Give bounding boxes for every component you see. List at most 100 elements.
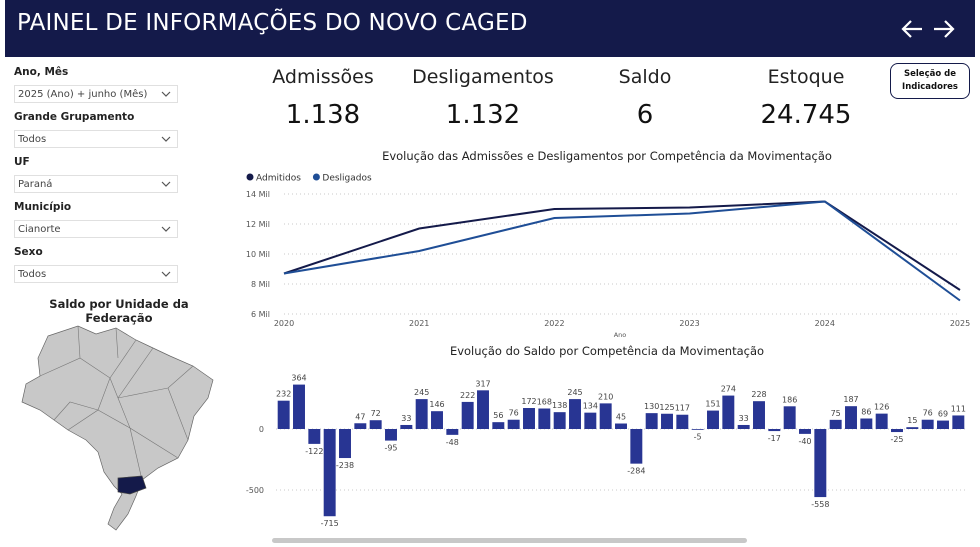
saldo-bar[interactable] bbox=[937, 420, 949, 429]
saldo-bar[interactable] bbox=[645, 413, 658, 429]
saldo-bar[interactable] bbox=[369, 420, 382, 429]
x-tick-label: 2020 bbox=[274, 319, 294, 328]
saldo-bar[interactable] bbox=[661, 413, 673, 429]
arrow-left-icon[interactable] bbox=[899, 14, 925, 44]
bar-data-label: 134 bbox=[583, 402, 598, 411]
bar-data-label: 232 bbox=[276, 390, 291, 399]
saldo-bar[interactable] bbox=[323, 429, 336, 517]
saldo-bar[interactable] bbox=[584, 412, 597, 429]
saldo-bar[interactable] bbox=[507, 419, 520, 429]
saldo-bar[interactable] bbox=[722, 395, 735, 429]
saldo-bar[interactable] bbox=[415, 399, 428, 429]
brazil-map[interactable] bbox=[18, 318, 218, 533]
kpi-value-desligamentos: 1.132 bbox=[445, 100, 521, 130]
line-chart[interactable]: Admitidos Desligados 6 Mil 8 Mil 10 Mil 12 Mi… bbox=[236, 166, 976, 344]
saldo-bar[interactable] bbox=[385, 429, 397, 441]
series-line-admitidos[interactable] bbox=[283, 200, 961, 291]
saldo-bar[interactable] bbox=[707, 410, 719, 429]
kpi-value-saldo: 6 bbox=[636, 100, 654, 130]
bar-data-label: 86 bbox=[861, 408, 871, 417]
bar-data-label: 245 bbox=[414, 388, 429, 397]
saldo-bar[interactable] bbox=[814, 429, 827, 498]
saldo-bar[interactable] bbox=[737, 424, 750, 429]
saldo-bar[interactable] bbox=[783, 406, 796, 429]
saldo-bar[interactable] bbox=[599, 403, 612, 429]
series-line-desligados[interactable] bbox=[283, 200, 961, 302]
chevron-down-icon bbox=[161, 136, 171, 142]
saldo-bar[interactable] bbox=[768, 429, 781, 432]
saldo-bar[interactable] bbox=[339, 429, 351, 459]
kpi-saldo: Saldo 6 bbox=[570, 66, 720, 130]
bar-data-label: 364 bbox=[291, 374, 306, 383]
saldo-bar[interactable] bbox=[875, 413, 888, 429]
saldo-bar[interactable] bbox=[845, 406, 857, 429]
saldo-bar[interactable] bbox=[461, 401, 474, 429]
bar-data-label: -40 bbox=[798, 437, 811, 446]
filter-select-municipio[interactable]: Cianorte bbox=[14, 220, 178, 238]
bar-data-label: 126 bbox=[874, 403, 889, 412]
y-tick-label: 14 Mil bbox=[246, 190, 270, 199]
saldo-bar[interactable] bbox=[431, 411, 443, 429]
saldo-bar[interactable] bbox=[906, 427, 919, 429]
bar-data-label: 33 bbox=[401, 414, 411, 423]
saldo-bar[interactable] bbox=[921, 419, 934, 429]
bar-data-label: -25 bbox=[890, 435, 903, 444]
saldo-bar[interactable] bbox=[354, 423, 367, 429]
saldo-bar[interactable] bbox=[277, 400, 290, 429]
y-tick-label: 0 bbox=[259, 425, 264, 434]
saldo-bar[interactable] bbox=[952, 415, 965, 429]
map-title: Saldo por Unidade da Federação bbox=[49, 297, 189, 325]
bar-data-label: 317 bbox=[475, 379, 490, 388]
saldo-bar[interactable] bbox=[691, 429, 704, 430]
bar-data-label: 186 bbox=[782, 395, 797, 404]
saldo-bar[interactable] bbox=[553, 412, 566, 429]
parana-state[interactable] bbox=[117, 475, 147, 495]
filter-select-sexo[interactable]: Todos bbox=[14, 265, 178, 283]
chevron-down-icon bbox=[161, 91, 171, 97]
bar-data-label: 75 bbox=[831, 409, 841, 418]
bar-data-label: 130 bbox=[644, 402, 659, 411]
saldo-bar[interactable] bbox=[829, 419, 842, 429]
bar-data-label: -122 bbox=[305, 447, 323, 456]
bar-data-label: 222 bbox=[460, 391, 475, 400]
saldo-bar[interactable] bbox=[293, 384, 305, 429]
saldo-bar[interactable] bbox=[446, 429, 459, 435]
saldo-bar[interactable] bbox=[400, 424, 413, 429]
horizontal-scrollbar[interactable] bbox=[272, 538, 747, 543]
saldo-bar[interactable] bbox=[477, 390, 489, 429]
saldo-bar[interactable] bbox=[615, 423, 627, 429]
line-chart-title: Evolução das Admissões e Desligamentos p… bbox=[382, 149, 832, 163]
legend-label-desligados[interactable]: Desligados bbox=[322, 174, 372, 184]
bar-data-label: 151 bbox=[705, 400, 720, 409]
saldo-bar[interactable] bbox=[630, 429, 643, 464]
bar-data-label: -95 bbox=[384, 444, 397, 453]
filter-value-grupamento: Todos bbox=[18, 134, 47, 145]
legend-label-admitidos[interactable]: Admitidos bbox=[256, 174, 301, 184]
bar-data-label: 138 bbox=[552, 401, 567, 410]
filter-select-grupamento[interactable]: Todos bbox=[14, 130, 178, 148]
saldo-bar[interactable] bbox=[860, 418, 873, 429]
selecao-indicadores-button[interactable]: Seleção de Indicadores bbox=[890, 63, 970, 99]
y-tick-label: 10 Mil bbox=[246, 250, 270, 259]
bar-data-label: 45 bbox=[616, 413, 626, 422]
saldo-bar[interactable] bbox=[569, 399, 581, 429]
filter-select-ano-mes[interactable]: 2025 (Ano) + junho (Mês) bbox=[14, 85, 178, 103]
arrow-right-icon[interactable] bbox=[931, 14, 957, 44]
filter-select-uf[interactable]: Paraná bbox=[14, 175, 178, 193]
saldo-bar[interactable] bbox=[799, 429, 811, 434]
legend-marker-admitidos bbox=[246, 173, 254, 181]
filter-value-municipio: Cianorte bbox=[18, 224, 61, 235]
saldo-bar[interactable] bbox=[523, 408, 535, 429]
saldo-bar[interactable] bbox=[676, 414, 689, 429]
selecao-line2: Indicadores bbox=[902, 82, 958, 92]
saldo-bar[interactable] bbox=[308, 429, 321, 444]
saldo-bar[interactable] bbox=[753, 401, 765, 429]
saldo-bar[interactable] bbox=[891, 429, 903, 433]
bar-data-label: 69 bbox=[938, 410, 948, 419]
saldo-bar[interactable] bbox=[492, 422, 505, 429]
bar-data-label: 56 bbox=[493, 411, 503, 420]
filter-label-grupamento: Grande Grupamento bbox=[14, 111, 135, 123]
bar-data-label: 76 bbox=[509, 409, 519, 418]
saldo-bar[interactable] bbox=[538, 408, 551, 429]
